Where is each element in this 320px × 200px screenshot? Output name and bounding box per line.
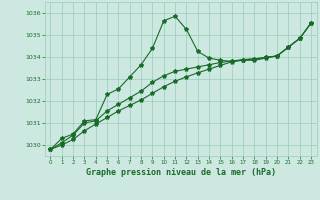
X-axis label: Graphe pression niveau de la mer (hPa): Graphe pression niveau de la mer (hPa) bbox=[86, 168, 276, 177]
